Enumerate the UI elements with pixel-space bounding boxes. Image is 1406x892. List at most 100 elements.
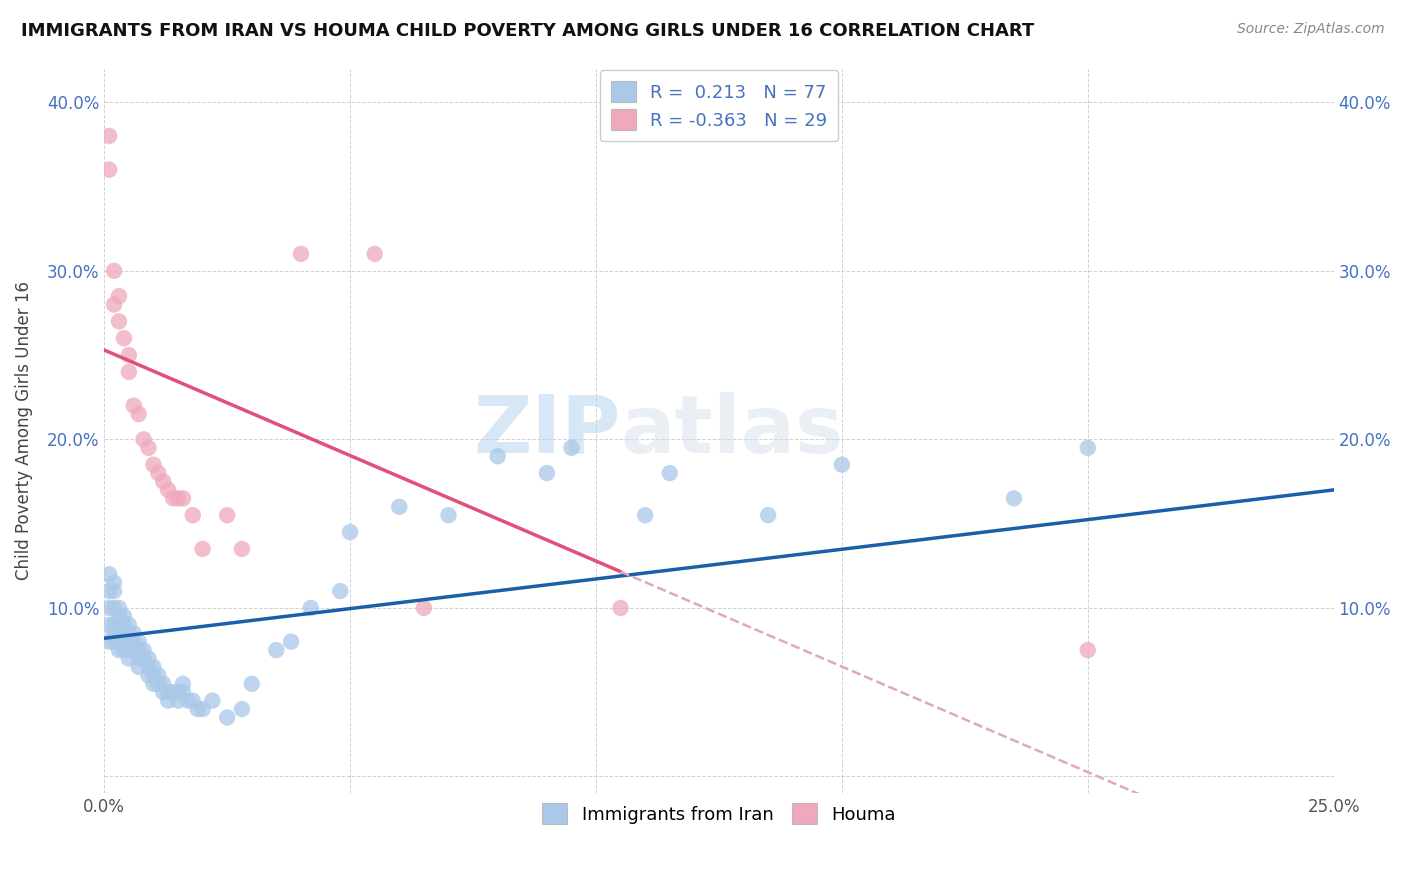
Text: atlas: atlas — [620, 392, 844, 470]
Point — [142, 668, 165, 682]
Point — [103, 264, 125, 278]
Point — [280, 634, 302, 648]
Point — [609, 601, 631, 615]
Point — [118, 634, 141, 648]
Point — [167, 685, 190, 699]
Point — [112, 609, 135, 624]
Text: Source: ZipAtlas.com: Source: ZipAtlas.com — [1237, 22, 1385, 37]
Point — [128, 643, 150, 657]
Point — [108, 643, 131, 657]
Point — [536, 466, 558, 480]
Point — [1077, 643, 1099, 657]
Point — [118, 643, 141, 657]
Point — [486, 449, 509, 463]
Point — [152, 475, 174, 489]
Point — [191, 702, 214, 716]
Point — [103, 626, 125, 640]
Point — [172, 677, 194, 691]
Point — [138, 651, 160, 665]
Point — [181, 508, 204, 523]
Point — [128, 651, 150, 665]
Point — [112, 634, 135, 648]
Point — [148, 677, 170, 691]
Point — [103, 601, 125, 615]
Point — [122, 399, 145, 413]
Point — [364, 247, 387, 261]
Point — [98, 634, 121, 648]
Text: ZIP: ZIP — [474, 392, 620, 470]
Point — [108, 634, 131, 648]
Point — [132, 433, 155, 447]
Point — [112, 617, 135, 632]
Point — [658, 466, 681, 480]
Point — [142, 660, 165, 674]
Point — [128, 634, 150, 648]
Point — [118, 651, 141, 665]
Point — [831, 458, 853, 472]
Point — [108, 617, 131, 632]
Point — [167, 491, 190, 506]
Point — [162, 491, 184, 506]
Point — [177, 693, 200, 707]
Point — [148, 668, 170, 682]
Point — [167, 693, 190, 707]
Point — [148, 466, 170, 480]
Point — [191, 541, 214, 556]
Point — [103, 297, 125, 311]
Point — [142, 677, 165, 691]
Point — [266, 643, 288, 657]
Point — [108, 289, 131, 303]
Point — [138, 668, 160, 682]
Point — [112, 331, 135, 345]
Point — [162, 685, 184, 699]
Point — [122, 643, 145, 657]
Point — [138, 441, 160, 455]
Point — [1077, 441, 1099, 455]
Point — [118, 626, 141, 640]
Point — [112, 626, 135, 640]
Point — [299, 601, 322, 615]
Point — [181, 693, 204, 707]
Point — [108, 314, 131, 328]
Point — [103, 634, 125, 648]
Point — [560, 441, 582, 455]
Point — [157, 685, 180, 699]
Point — [172, 685, 194, 699]
Point — [201, 693, 224, 707]
Point — [388, 500, 411, 514]
Point — [118, 348, 141, 362]
Point — [98, 584, 121, 599]
Point — [339, 524, 361, 539]
Point — [634, 508, 657, 523]
Point — [152, 677, 174, 691]
Point — [142, 458, 165, 472]
Point — [98, 601, 121, 615]
Point — [132, 651, 155, 665]
Point — [157, 693, 180, 707]
Point — [231, 541, 253, 556]
Point — [231, 702, 253, 716]
Point — [98, 128, 121, 143]
Point — [756, 508, 779, 523]
Point — [152, 685, 174, 699]
Point — [98, 162, 121, 177]
Point — [187, 702, 209, 716]
Point — [1002, 491, 1025, 506]
Point — [412, 601, 434, 615]
Point — [108, 601, 131, 615]
Point — [138, 660, 160, 674]
Y-axis label: Child Poverty Among Girls Under 16: Child Poverty Among Girls Under 16 — [15, 282, 32, 581]
Point — [103, 617, 125, 632]
Point — [128, 407, 150, 421]
Point — [290, 247, 312, 261]
Point — [98, 617, 121, 632]
Point — [132, 643, 155, 657]
Point — [122, 634, 145, 648]
Point — [112, 643, 135, 657]
Point — [118, 365, 141, 379]
Point — [329, 584, 352, 599]
Point — [122, 626, 145, 640]
Point — [437, 508, 460, 523]
Point — [103, 575, 125, 590]
Point — [108, 609, 131, 624]
